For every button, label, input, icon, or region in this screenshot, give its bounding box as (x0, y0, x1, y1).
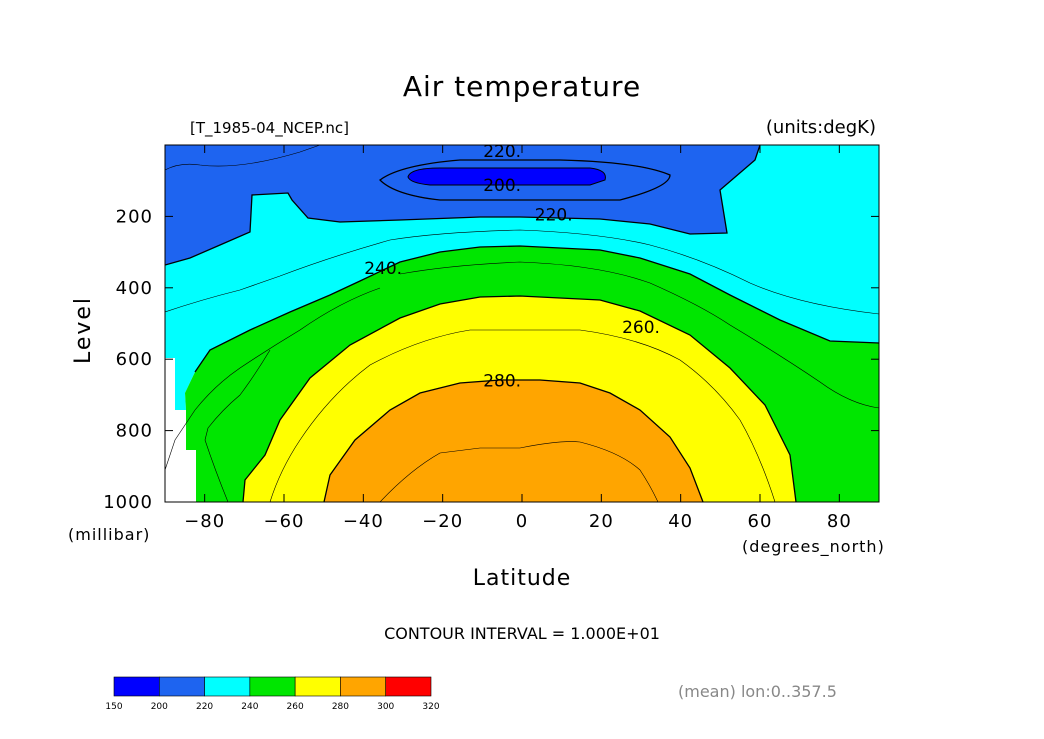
colorbar-swatch (340, 676, 387, 697)
contour-label: 220. (535, 206, 573, 226)
file-label: [T_1985-04_NCEP.nc] (190, 119, 349, 138)
footer-note: (mean) lon:0..357.5 (678, 682, 837, 701)
colorbar-label: 280 (332, 702, 349, 712)
plot-area (165, 145, 879, 502)
units-label: (units:degK) (766, 117, 876, 138)
colorbar-swatch (294, 676, 341, 697)
colorbar-label: 320 (422, 702, 439, 712)
band-280-300 (324, 380, 703, 502)
colorbar: 150 200 220 240 260 280 300 320 (105, 676, 440, 712)
contour-lines (165, 145, 879, 502)
colorbar-label: 150 (105, 702, 122, 712)
colorbar-swatch (249, 676, 296, 697)
colorbar-label: 260 (287, 702, 304, 712)
contour-label: 260. (622, 318, 660, 338)
colorbar-label: 300 (377, 702, 394, 712)
contour-label: 280. (483, 372, 521, 392)
contour-interval-text: CONTOUR INTERVAL = 1.000E+01 (384, 624, 660, 643)
band-200-220 (165, 145, 760, 265)
x-tick-label: −60 (264, 511, 305, 532)
y-tick-labels: 200 400 600 800 1000 (103, 206, 153, 513)
contour-label: 240. (364, 259, 402, 279)
colorbar-swatch (385, 676, 432, 697)
x-tick-label: 40 (668, 511, 693, 532)
y-tick-label: 600 (116, 349, 153, 370)
y-axis-label: Level (71, 296, 96, 364)
x-tick-labels: −80 −60 −40 −20 0 20 40 60 80 (184, 511, 852, 532)
y-tick-label: 800 (116, 421, 153, 442)
colorbar-label: 220 (196, 702, 213, 712)
x-tick-label: −20 (422, 511, 463, 532)
colorbar-label: 240 (241, 702, 258, 712)
y-units-label: (millibar) (68, 525, 150, 544)
x-axis-label: Latitude (473, 566, 572, 591)
contour-label: 200. (483, 176, 521, 196)
x-tick-label: 20 (589, 511, 614, 532)
x-tick-label: 0 (516, 511, 528, 532)
band-below-200-core (407, 167, 606, 186)
x-tick-label: −40 (343, 511, 384, 532)
x-units-label: (degrees_north) (742, 537, 885, 557)
x-tick-label: −80 (184, 511, 225, 532)
colorbar-swatch (113, 676, 160, 697)
colorbar-swatch (204, 676, 251, 697)
band-220-240 (165, 145, 879, 410)
contour-labels: 220. 200. 220. 240. 260. 280. (364, 142, 660, 392)
colorbar-label: 200 (151, 702, 168, 712)
y-tick-label: 1000 (103, 492, 153, 513)
y-tick-label: 400 (116, 278, 153, 299)
x-tick-label: 60 (748, 511, 773, 532)
contour-label: 220. (483, 142, 521, 162)
chart-title: Air temperature (403, 70, 641, 103)
x-tick-label: 80 (827, 511, 852, 532)
y-tick-label: 200 (116, 206, 153, 227)
tick-marks (165, 145, 879, 503)
colorbar-swatch (158, 676, 205, 697)
